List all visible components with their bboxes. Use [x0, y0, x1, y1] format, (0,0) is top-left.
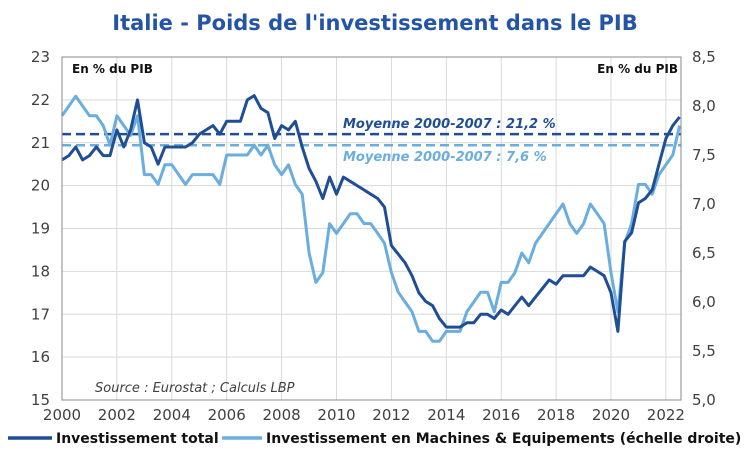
unit-label-right: En % du PIB — [597, 62, 678, 76]
y-left-tick-label: 18 — [31, 262, 50, 280]
y-right-tick-label: 6,0 — [692, 293, 716, 311]
x-tick-label: 2002 — [98, 406, 136, 424]
legend-label-total: Investissement total — [56, 431, 219, 447]
series-lines — [60, 94, 682, 343]
x-tick-label: 2018 — [537, 406, 575, 424]
y-left-tick-label: 15 — [31, 391, 50, 409]
y-left-tick-label: 20 — [31, 177, 50, 195]
x-tick-label: 2014 — [427, 406, 465, 424]
grid — [61, 56, 681, 401]
y-left-tick-label: 22 — [31, 91, 50, 109]
average-label: Moyenne 2000-2007 : 21,2 % — [343, 117, 556, 132]
legend-label-machines: Investissement en Machines & Equipements… — [266, 431, 741, 447]
legend: Investissement total Investissement en M… — [8, 431, 741, 447]
unit-label-left: En % du PIB — [72, 62, 153, 76]
x-tick-label: 2006 — [208, 406, 246, 424]
average-lines: Moyenne 2000-2007 : 21,2 % Moyenne 2000-2… — [62, 117, 681, 165]
y-left-tick-label: 17 — [31, 305, 50, 323]
average-label: Moyenne 2000-2007 : 7,6 % — [343, 150, 547, 165]
x-tick-label: 2000 — [43, 406, 81, 424]
x-tick-label: 2016 — [482, 406, 520, 424]
y-right-tick-label: 8,0 — [692, 97, 716, 115]
y-right-tick-label: 5,5 — [692, 342, 716, 360]
x-tick-label: 2012 — [372, 406, 410, 424]
y-right-tick-label: 6,5 — [692, 244, 716, 262]
x-tick-label: 2004 — [153, 406, 191, 424]
y-left-tick-label: 19 — [31, 220, 50, 238]
plot-frame — [61, 56, 682, 401]
series-line-total — [61, 94, 681, 333]
series-line-machines — [60, 94, 682, 343]
y-right-tick-label: 5,0 — [692, 391, 716, 409]
y-left-tick-label: 16 — [31, 348, 50, 366]
y-right-tick-label: 8,5 — [692, 48, 716, 66]
y-left-tick-label: 21 — [31, 134, 50, 152]
y-right-tick-label: 7,0 — [692, 195, 716, 213]
x-tick-label: 2022 — [647, 406, 685, 424]
x-tick-label: 2020 — [592, 406, 630, 424]
y-left-tick-label: 23 — [31, 48, 50, 66]
source-note: Source : Eurostat ; Calculs LBP — [95, 381, 295, 396]
x-tick-label: 2008 — [263, 406, 301, 424]
axis-ticks: 2000 2002 2004 2006 2008 2010 2012 2014 2016 2018… — [31, 48, 716, 424]
x-tick-label: 2010 — [317, 406, 355, 424]
chart-title: Italie - Poids de l'investissement dans … — [112, 11, 637, 35]
y-right-tick-label: 7,5 — [692, 146, 716, 164]
